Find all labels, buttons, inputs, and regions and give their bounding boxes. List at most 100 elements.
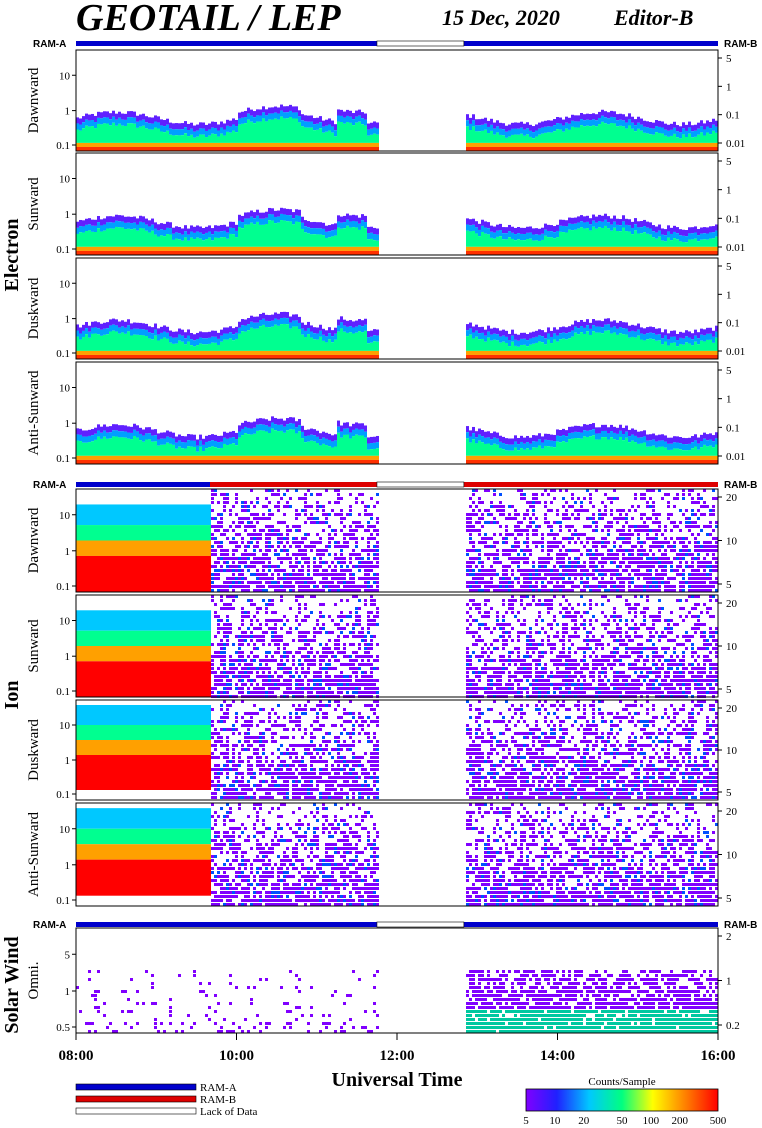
panel-frame <box>75 49 719 152</box>
left-tick-label: 10 <box>59 720 71 732</box>
x-axis-title: Universal Time <box>332 1069 463 1091</box>
right-tick-label: 0.01 <box>726 451 745 463</box>
spectrogram-texture <box>76 970 718 1033</box>
panel-ylabel: Anti-Sunward <box>26 370 42 455</box>
left-tick-label: 0.1 <box>56 895 70 907</box>
panel-solar-wind-omni-: 5 1 0.5 2 1 0.2 Omni. <box>26 927 740 1034</box>
panel-ylabel: Anti-Sunward <box>26 812 42 897</box>
spectrogram-texture <box>76 595 718 698</box>
colorbar-tick-label: 500 <box>710 1115 727 1127</box>
left-tick-label: 5 <box>65 949 71 961</box>
panel-ylabel: Duskward <box>26 277 42 339</box>
left-tick-label: 1 <box>65 314 71 326</box>
panel-electron-duskward: 10 1 0.1 5 1 0.1 0.01 Duskward <box>26 257 745 360</box>
right-tick-label: 0.1 <box>726 110 740 122</box>
legend-swatch-lack-of-data <box>75 1107 197 1115</box>
left-tick-label: 1 <box>65 651 71 663</box>
right-tick-label: 0.1 <box>726 213 740 225</box>
legend-label-ram-a: RAM-A <box>200 1082 237 1094</box>
left-tick-label: 1 <box>65 209 71 221</box>
panel-frame <box>75 257 719 360</box>
left-tick-label: 0.1 <box>56 348 70 360</box>
right-tick-label: 0.2 <box>726 1020 740 1032</box>
right-tick-label: 0.1 <box>726 318 740 330</box>
x-tick-label: 14:00 <box>540 1048 575 1064</box>
panel-frame <box>75 361 719 465</box>
page-title: GEOTAIL / LEP <box>76 0 341 39</box>
group-label-ion: Ion <box>1 681 23 710</box>
ram-label-b: RAM-B <box>724 39 757 50</box>
left-tick-label: 0.1 <box>56 789 70 801</box>
right-tick-label: 1 <box>726 976 732 988</box>
panel-frame <box>75 152 719 256</box>
colorbar-title: Counts/Sample <box>588 1076 655 1088</box>
right-tick-label: 5 <box>726 53 732 65</box>
colorbar-tick-label: 200 <box>672 1115 689 1127</box>
right-tick-label: 0.01 <box>726 242 745 254</box>
group-label-electron: Electron <box>1 219 23 292</box>
right-tick-label: 1 <box>726 394 732 406</box>
right-tick-label: 1 <box>726 185 732 197</box>
left-tick-label: 0.1 <box>56 244 70 256</box>
left-tick-label: 1 <box>65 860 71 872</box>
right-tick-label: 10 <box>726 536 738 548</box>
right-tick-label: 5 <box>726 787 732 799</box>
right-tick-label: 2 <box>726 931 732 943</box>
right-tick-label: 5 <box>726 579 732 591</box>
ram-label-b: RAM-B <box>724 480 757 491</box>
panel-ion-dawnward: 10 1 0.1 20 10 5 Dawnward <box>26 488 738 593</box>
ram-bar-segment-a <box>463 41 718 46</box>
right-tick-label: 5 <box>726 893 732 905</box>
left-tick-label: 1 <box>65 546 71 558</box>
panel-ion-anti-sunward: 10 1 0.1 20 10 5 Anti-Sunward <box>26 802 738 907</box>
left-tick-label: 0.1 <box>56 581 70 593</box>
right-tick-label: 1 <box>726 289 732 301</box>
panel-ylabel: Duskward <box>26 719 42 781</box>
ram-bar-segment-lack <box>376 40 465 47</box>
panel-ylabel: Omni. <box>26 962 42 1000</box>
x-axis: 08:00 10:00 12:00 14:00 16:00 <box>59 1033 736 1064</box>
panel-electron-anti-sunward: 10 1 0.1 5 1 0.1 0.01 Anti-Sunward <box>26 361 745 465</box>
right-tick-label: 10 <box>726 850 738 862</box>
ram-bar-segment-a <box>76 41 377 46</box>
colorbar-tick-label: 20 <box>578 1115 590 1127</box>
left-tick-label: 10 <box>59 278 71 290</box>
panel-ion-duskward: 10 1 0.1 20 10 5 Duskward <box>26 699 738 801</box>
legend-swatch-ram-b <box>75 1095 197 1103</box>
x-tick-label: 16:00 <box>701 1048 736 1064</box>
legend-label-lack-of-data: Lack of Data <box>200 1106 258 1118</box>
left-tick-label: 10 <box>59 510 71 522</box>
legend-label-ram-b: RAM-B <box>200 1094 236 1106</box>
right-tick-label: 5 <box>726 156 732 168</box>
spectrogram-texture <box>76 700 718 799</box>
left-tick-label: 0.1 <box>56 453 70 465</box>
panel-ylabel: Sunward <box>26 177 42 231</box>
panel-electron-sunward: 10 1 0.1 5 1 0.1 0.01 Sunward <box>26 152 745 256</box>
left-tick-label: 10 <box>59 174 71 186</box>
left-tick-label: 0.5 <box>56 1022 70 1034</box>
spectrogram-texture <box>76 311 718 359</box>
left-tick-label: 1 <box>65 106 71 118</box>
panel-ylabel: Sunward <box>26 619 42 673</box>
ram-bar-segment-b <box>463 482 718 487</box>
x-tick-label: 12:00 <box>380 1048 415 1064</box>
left-tick-label: 0.1 <box>56 686 70 698</box>
right-tick-label: 20 <box>726 806 738 818</box>
right-tick-label: 20 <box>726 492 738 504</box>
right-tick-label: 5 <box>726 365 732 377</box>
left-tick-label: 0.1 <box>56 140 70 152</box>
editor-label: Editor-B <box>613 5 693 30</box>
right-tick-label: 0.1 <box>726 422 740 434</box>
right-tick-label: 10 <box>726 641 738 653</box>
x-tick-label: 10:00 <box>219 1048 254 1064</box>
right-tick-label: 10 <box>726 745 738 757</box>
legend-swatch-ram-a <box>75 1083 197 1091</box>
right-tick-label: 20 <box>726 703 738 715</box>
ram-bar-segment-a <box>76 482 210 487</box>
colorbar-tick-label: 50 <box>617 1115 629 1127</box>
spectrogram-texture <box>76 416 718 464</box>
colorbar-tick-label: 10 <box>549 1115 561 1127</box>
colorbar-tick-label: 5 <box>523 1115 529 1127</box>
ram-label-a: RAM-A <box>33 480 66 491</box>
left-tick-label: 10 <box>59 383 71 395</box>
